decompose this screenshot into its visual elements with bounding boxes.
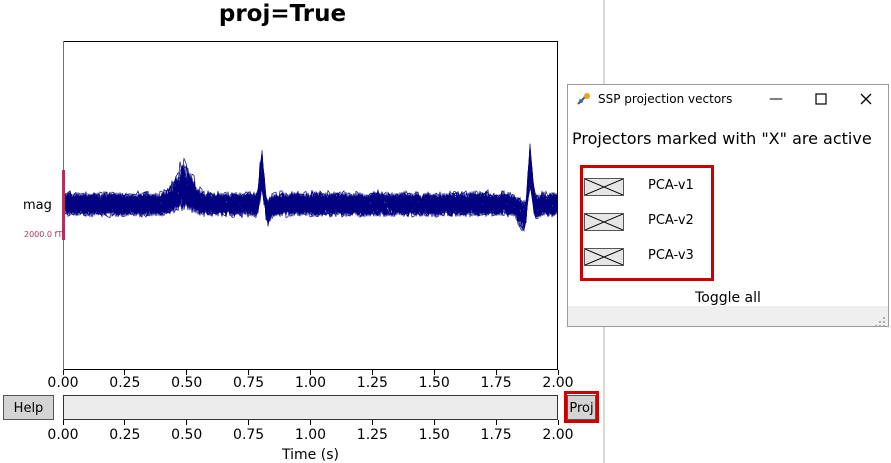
top-axis-tick: [495, 370, 497, 375]
bottom-axis-tick: [495, 420, 497, 425]
bottom-axis-tick: [557, 420, 559, 425]
x-axis-label: Time (s): [282, 447, 339, 463]
top-axis-tick-label: 1.00: [294, 375, 327, 391]
projector-checkbox[interactable]: [584, 248, 624, 266]
toggle-all-button[interactable]: Toggle all: [695, 290, 761, 306]
projectors-highlight: [580, 165, 714, 281]
ssp-heading: Projectors marked with "X" are active: [572, 129, 872, 148]
status-bar: [568, 306, 888, 326]
projector-label: PCA-v3: [648, 248, 694, 263]
resize-grip-icon[interactable]: [874, 313, 886, 327]
top-axis-tick: [371, 370, 373, 375]
projector-label: PCA-v1: [648, 178, 694, 193]
projector-row-pca-v3[interactable]: PCA-v3: [584, 246, 714, 268]
bottom-axis-tick: [371, 420, 373, 425]
meg-trace: [64, 159, 557, 222]
proj-button-highlight: [564, 391, 599, 423]
time-scrollbar[interactable]: [63, 395, 558, 420]
top-axis-tick: [124, 370, 126, 375]
top-axis-tick: [62, 370, 64, 375]
top-axis-tick-label: 1.50: [418, 375, 450, 391]
top-axis-tick: [186, 370, 188, 375]
bottom-axis-tick: [433, 420, 435, 425]
bottom-axis-tick-label: 0.00: [47, 427, 79, 443]
proj-button[interactable]: Proj: [567, 395, 596, 420]
bottom-axis-tick: [310, 420, 311, 425]
bottom-axis-tick-label: 0.25: [109, 427, 141, 443]
meg-trace: [64, 152, 557, 228]
bottom-axis-tick: [124, 420, 126, 425]
maximize-icon[interactable]: [811, 89, 831, 109]
scale-label: 2000.0 fT: [24, 230, 63, 239]
ssp-dialog: SSP projection vectors — Projectors mark…: [567, 84, 889, 327]
top-axis-tick-label: 0.50: [171, 375, 203, 391]
projector-row-pca-v2[interactable]: PCA-v2: [584, 211, 714, 233]
bottom-axis-tick-label: 0.75: [233, 427, 265, 443]
channel-label: mag: [23, 198, 52, 213]
bottom-axis-tick-label: 1.25: [356, 427, 388, 443]
python-app-icon: [576, 91, 592, 107]
bottom-axis-tick-label: 1.50: [418, 427, 450, 443]
top-axis-tick: [433, 370, 435, 375]
bottom-axis-tick-label: 0.50: [171, 427, 203, 443]
plot-area[interactable]: [63, 41, 558, 370]
bottom-axis-tick-label: 1.75: [480, 427, 512, 443]
projector-checkbox[interactable]: [584, 213, 624, 231]
plot-title: proj=True: [218, 1, 347, 27]
meg-traces: [64, 143, 557, 233]
close-icon[interactable]: [856, 89, 876, 109]
top-axis-tick-label: 1.75: [480, 375, 512, 391]
top-axis-tick-label: 0.25: [109, 375, 141, 391]
meg-trace: [64, 181, 557, 219]
projector-row-pca-v1[interactable]: PCA-v1: [584, 176, 714, 198]
meg-trace: [64, 157, 557, 222]
minimize-icon[interactable]: —: [769, 91, 783, 107]
scale-bar: [62, 170, 65, 240]
ssp-titlebar[interactable]: SSP projection vectors —: [568, 85, 888, 113]
help-button[interactable]: Help: [3, 395, 54, 420]
bottom-axis-tick-label: 1.00: [294, 427, 327, 443]
bottom-axis-tick: [186, 420, 188, 425]
bottom-axis-tick: [62, 420, 64, 425]
projector-label: PCA-v2: [648, 213, 694, 228]
bottom-axis-tick-label: 2.00: [542, 427, 574, 443]
projector-checkbox[interactable]: [584, 178, 624, 196]
meg-trace: [64, 143, 557, 232]
top-axis-tick: [557, 370, 559, 375]
ssp-dialog-title: SSP projection vectors: [598, 92, 733, 106]
top-axis-tick-label: 0.00: [47, 375, 79, 391]
top-axis-tick: [310, 370, 311, 375]
bottom-axis-tick: [248, 420, 250, 425]
top-axis-tick-label: 1.25: [356, 375, 388, 391]
top-axis-tick: [248, 370, 250, 375]
top-axis-tick-label: 0.75: [233, 375, 265, 391]
top-axis-tick-label: 2.00: [542, 375, 574, 391]
